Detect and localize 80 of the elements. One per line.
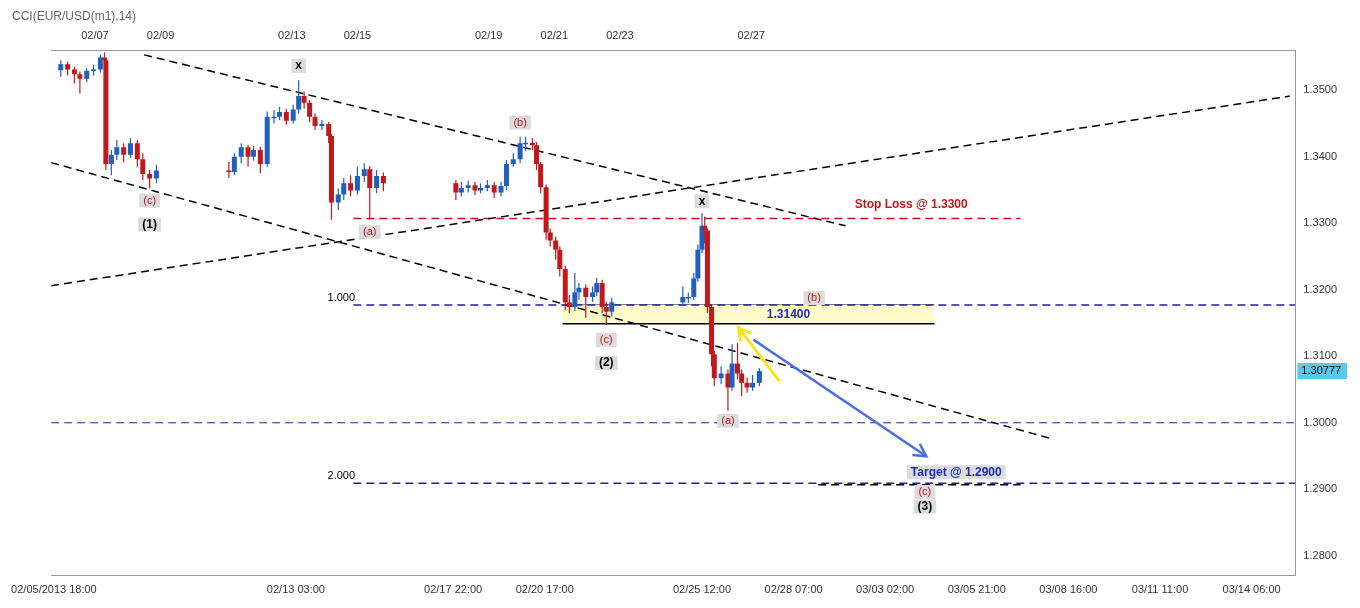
candlestick	[231, 152, 237, 176]
candlestick	[374, 169, 380, 194]
x-tick-label: 02/13 03:00	[266, 583, 325, 596]
y-tick-label: 1.2800	[1303, 548, 1338, 561]
candlestick	[503, 159, 509, 191]
candlestick	[307, 99, 313, 123]
candlestick	[583, 283, 589, 319]
x-tick-label: 03/14 06:00	[1222, 583, 1281, 596]
annotation: Stop Loss @ 1.3300	[854, 196, 969, 211]
annotation: (b)	[807, 291, 821, 304]
annotation: (3)	[917, 498, 933, 513]
candlestick	[319, 119, 325, 131]
x2-tick-label: 02/07	[81, 28, 109, 41]
x-tick-label: 02/05/2013 18:00	[11, 583, 97, 596]
candlestick	[153, 164, 159, 184]
annotation: (c)	[918, 485, 932, 497]
text: 1.30777	[1301, 364, 1342, 377]
annotation: 1.31400	[766, 306, 811, 321]
annotation: Target @ 1.2900	[910, 464, 1003, 479]
x-tick-label: 02/25 12:00	[672, 583, 732, 596]
candlestick	[77, 70, 83, 95]
candlestick	[147, 169, 153, 190]
x2-tick-label: 02/19	[474, 28, 503, 41]
annotation: 2.000	[327, 469, 356, 482]
candlestick	[245, 144, 251, 168]
x-tick-label: 03/05 21:00	[947, 583, 1006, 596]
candlestick	[380, 172, 386, 192]
candlestick	[121, 142, 127, 163]
annotation: (b)	[513, 115, 527, 128]
candlestick	[127, 137, 133, 159]
candlestick	[238, 142, 244, 164]
candlestick	[744, 376, 750, 394]
annotation: x	[295, 58, 303, 73]
x2-tick-label: 02/15	[343, 28, 372, 41]
y-tick-label: 1.3200	[1303, 282, 1338, 295]
x-tick-label: 03/08 16:00	[1039, 583, 1098, 596]
annotation: 1.000	[327, 291, 356, 304]
annotation: (c)	[599, 333, 613, 346]
x-tick-label: 03/11 11:00	[1131, 583, 1189, 596]
annotation: (1)	[142, 216, 157, 231]
x2-tick-label: 02/23	[606, 28, 634, 41]
annotation: (a)	[363, 224, 377, 237]
candlestick	[296, 79, 302, 115]
x2-tick-label: 02/09	[146, 28, 175, 41]
annotation: (c)	[143, 193, 157, 206]
candlestick	[453, 179, 459, 201]
candlestick	[725, 368, 731, 412]
candlestick	[114, 139, 120, 161]
candlestick	[729, 343, 735, 392]
x2-tick-label: 02/27	[737, 28, 765, 41]
x2-tick-label: 02/13	[278, 28, 306, 41]
x-tick-label: 02/17 22:00	[424, 583, 483, 596]
annotation: (a)	[721, 413, 735, 426]
candlestick	[301, 90, 307, 110]
candlestick	[348, 174, 354, 198]
candlestick	[257, 146, 263, 174]
candlestick	[361, 162, 367, 183]
y-tick-label: 1.3400	[1303, 149, 1338, 162]
y-tick-label: 1.3100	[1303, 349, 1338, 362]
x-tick-label: 02/28 07:00	[764, 583, 823, 596]
y-tick-label: 1.3300	[1303, 216, 1338, 229]
candlestick	[140, 152, 146, 181]
candlestick	[335, 187, 341, 211]
chart-title: CCI(EUR/USD(m1),14)	[12, 9, 137, 24]
annotation: (2)	[598, 355, 614, 370]
y-tick-label: 1.3500	[1303, 83, 1338, 96]
y-tick-label: 1.3000	[1303, 415, 1338, 428]
candlestick	[367, 165, 373, 221]
candlestick	[572, 272, 578, 312]
x-tick-label: 02/20 17:00	[515, 583, 574, 596]
x2-tick-label: 02/21	[540, 28, 569, 41]
candlestick	[609, 297, 615, 317]
annotation: x	[698, 193, 706, 208]
y-tick-label: 1.2900	[1303, 482, 1338, 495]
candlestick	[108, 149, 114, 176]
candlestick	[134, 139, 140, 168]
x-tick-label: 03/03 02:00	[856, 583, 915, 596]
candlestick	[290, 104, 296, 124]
candlestick	[354, 166, 360, 196]
candlestick	[341, 177, 347, 201]
